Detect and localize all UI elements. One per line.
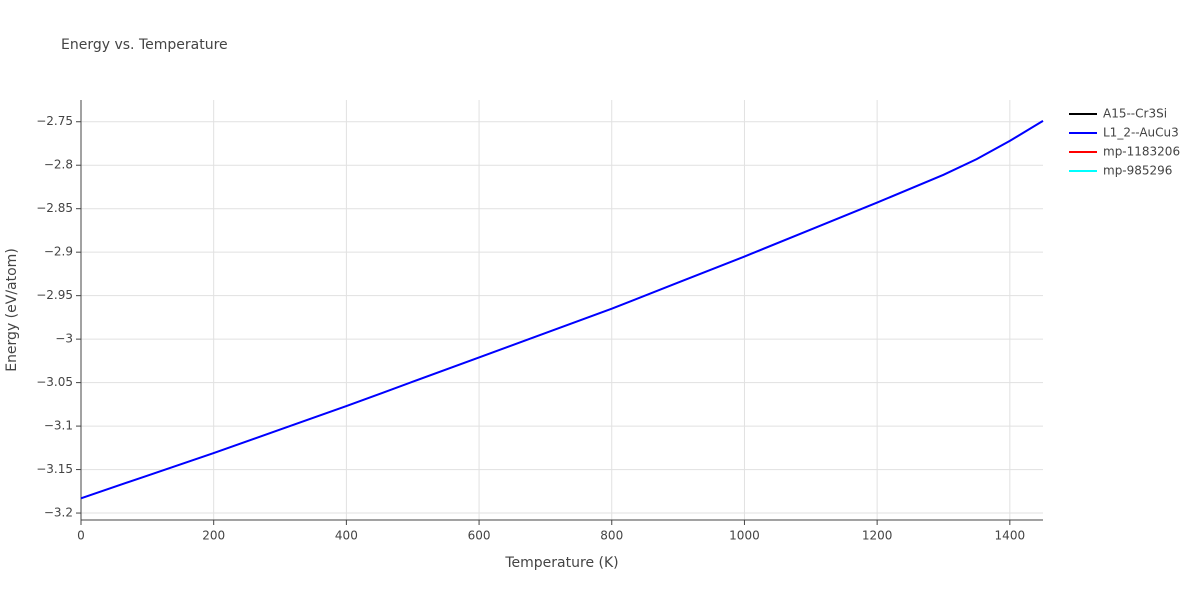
legend-label: L1_2--AuCu3 [1103,126,1179,140]
line-series [80,120,1044,500]
x-axis-title: Temperature (K) [504,555,618,571]
x-tick-label: 1000 [729,529,760,543]
legend-label: mp-985296 [1103,164,1172,178]
y-axis-title: Energy (eV/atom) [4,248,20,372]
y-tick-label: −3.1 [44,419,73,433]
x-tick-label: 1200 [862,529,893,543]
x-tick-label: 800 [600,529,623,543]
x-tick-label: 200 [202,529,225,543]
legend-label: mp-1183206 [1103,145,1180,159]
x-tick-label: 600 [468,529,491,543]
y-tick-label: −3.15 [36,462,73,476]
y-tick-label: −2.75 [36,114,73,128]
y-tick-label: −2.85 [36,201,73,215]
y-tick-label: −2.9 [44,245,73,259]
x-tick-label: 1400 [995,529,1026,543]
y-tick-label: −3.05 [36,375,73,389]
y-tick-label: −2.8 [44,158,73,172]
y-tick-label: −3.2 [44,506,73,520]
chart-title: Energy vs. Temperature [61,37,228,53]
x-tick-label: 0 [77,529,85,543]
y-tick-label: −2.95 [36,288,73,302]
legend-label: A15--Cr3Si [1103,107,1167,121]
y-tick-label: −3 [55,332,73,346]
x-tick-label: 400 [335,529,358,543]
